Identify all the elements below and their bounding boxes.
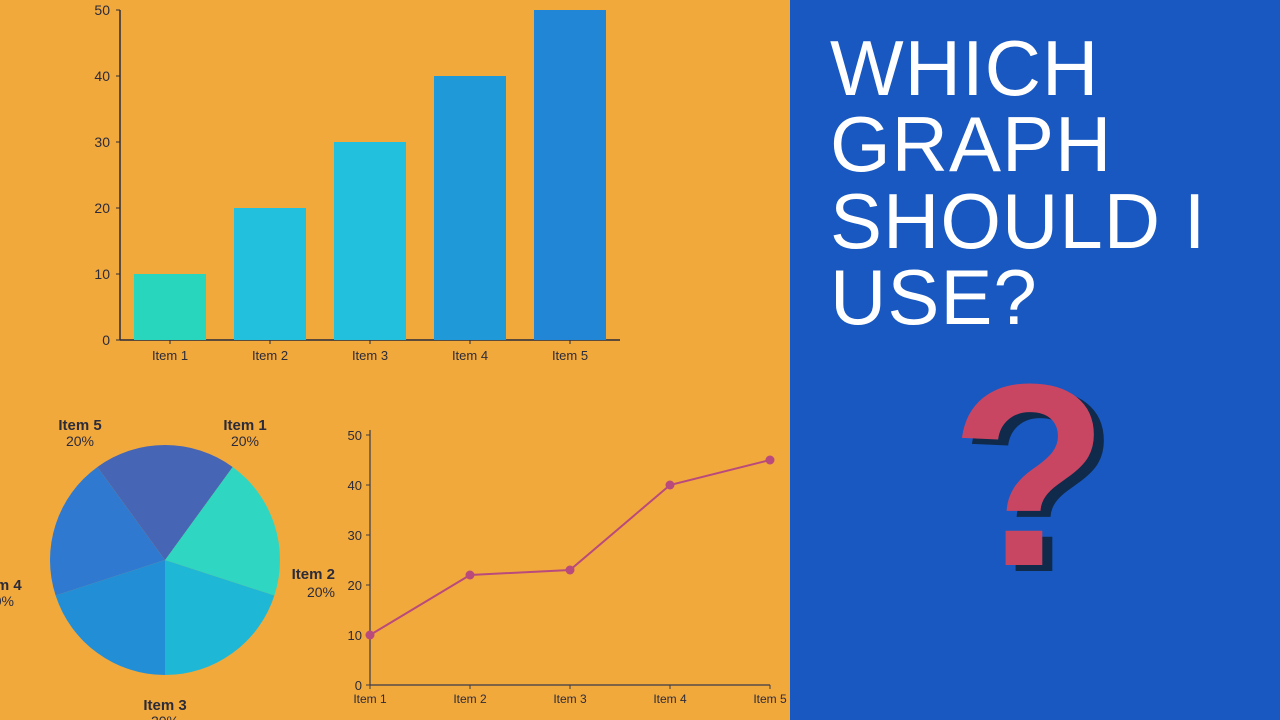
- line-ytick-label: 0: [355, 678, 362, 693]
- pie-slice-pct: 20%: [66, 433, 94, 449]
- line-ytick-label: 50: [348, 428, 362, 443]
- bar: [134, 274, 206, 340]
- line-marker: [766, 456, 775, 465]
- bar-category-label: Item 4: [452, 348, 488, 363]
- line-series: [370, 460, 770, 635]
- charts-panel: 0 10 20 30 40 50 Item 1 Item 2 Item 3 Item 4 Item …: [0, 0, 790, 720]
- pie-slice-label: Item 4: [0, 577, 22, 594]
- line-category-label: Item 1: [353, 692, 387, 706]
- bar-ytick-label: 10: [94, 266, 110, 282]
- bar-ytick-label: 30: [94, 134, 110, 150]
- bar-ytick-label: 0: [102, 332, 110, 348]
- headline-text: WHICH GRAPH SHOULD I USE?: [830, 30, 1240, 336]
- pie-slice-pct: 20%: [231, 433, 259, 449]
- bar: [434, 76, 506, 340]
- pie-slice-label: Item 5: [58, 417, 101, 434]
- line-category-label: Item 4: [653, 692, 687, 706]
- bar-category-label: Item 1: [152, 348, 188, 363]
- pie-slice-pct: 20%: [0, 593, 14, 609]
- pie-slice-label: Item 3: [143, 697, 186, 714]
- pie-slice-pct: 20%: [151, 713, 179, 720]
- bar-category-label: Item 2: [252, 348, 288, 363]
- line-category-label: Item 2: [453, 692, 487, 706]
- line-ytick-label: 10: [348, 628, 362, 643]
- line-marker: [566, 566, 575, 575]
- line-marker: [666, 481, 675, 490]
- bar-ytick-label: 40: [94, 68, 110, 84]
- line-ytick-label: 30: [348, 528, 362, 543]
- bar: [234, 208, 306, 340]
- bar-category-label: Item 5: [552, 348, 588, 363]
- line-marker: [466, 571, 475, 580]
- line-callout-pct: 20%: [307, 584, 335, 600]
- bar-ytick-label: 50: [94, 2, 110, 18]
- pie-slice-label: Item 1: [223, 417, 266, 434]
- line-ytick-label: 20: [348, 578, 362, 593]
- line-ytick-label: 40: [348, 478, 362, 493]
- charts-svg: 0 10 20 30 40 50 Item 1 Item 2 Item 3 Item 4 Item …: [0, 0, 790, 720]
- question-mark-front: ?: [950, 346, 1109, 606]
- line-category-label: Item 3: [553, 692, 587, 706]
- line-marker: [366, 631, 375, 640]
- bar-ytick-label: 20: [94, 200, 110, 216]
- question-mark: ? ?: [950, 346, 1120, 576]
- bar-category-label: Item 3: [352, 348, 388, 363]
- bar: [334, 142, 406, 340]
- bar: [534, 10, 606, 340]
- title-panel: WHICH GRAPH SHOULD I USE? ? ?: [790, 0, 1280, 720]
- line-callout-label: Item 2: [292, 566, 335, 583]
- line-category-label: Item 5: [753, 692, 787, 706]
